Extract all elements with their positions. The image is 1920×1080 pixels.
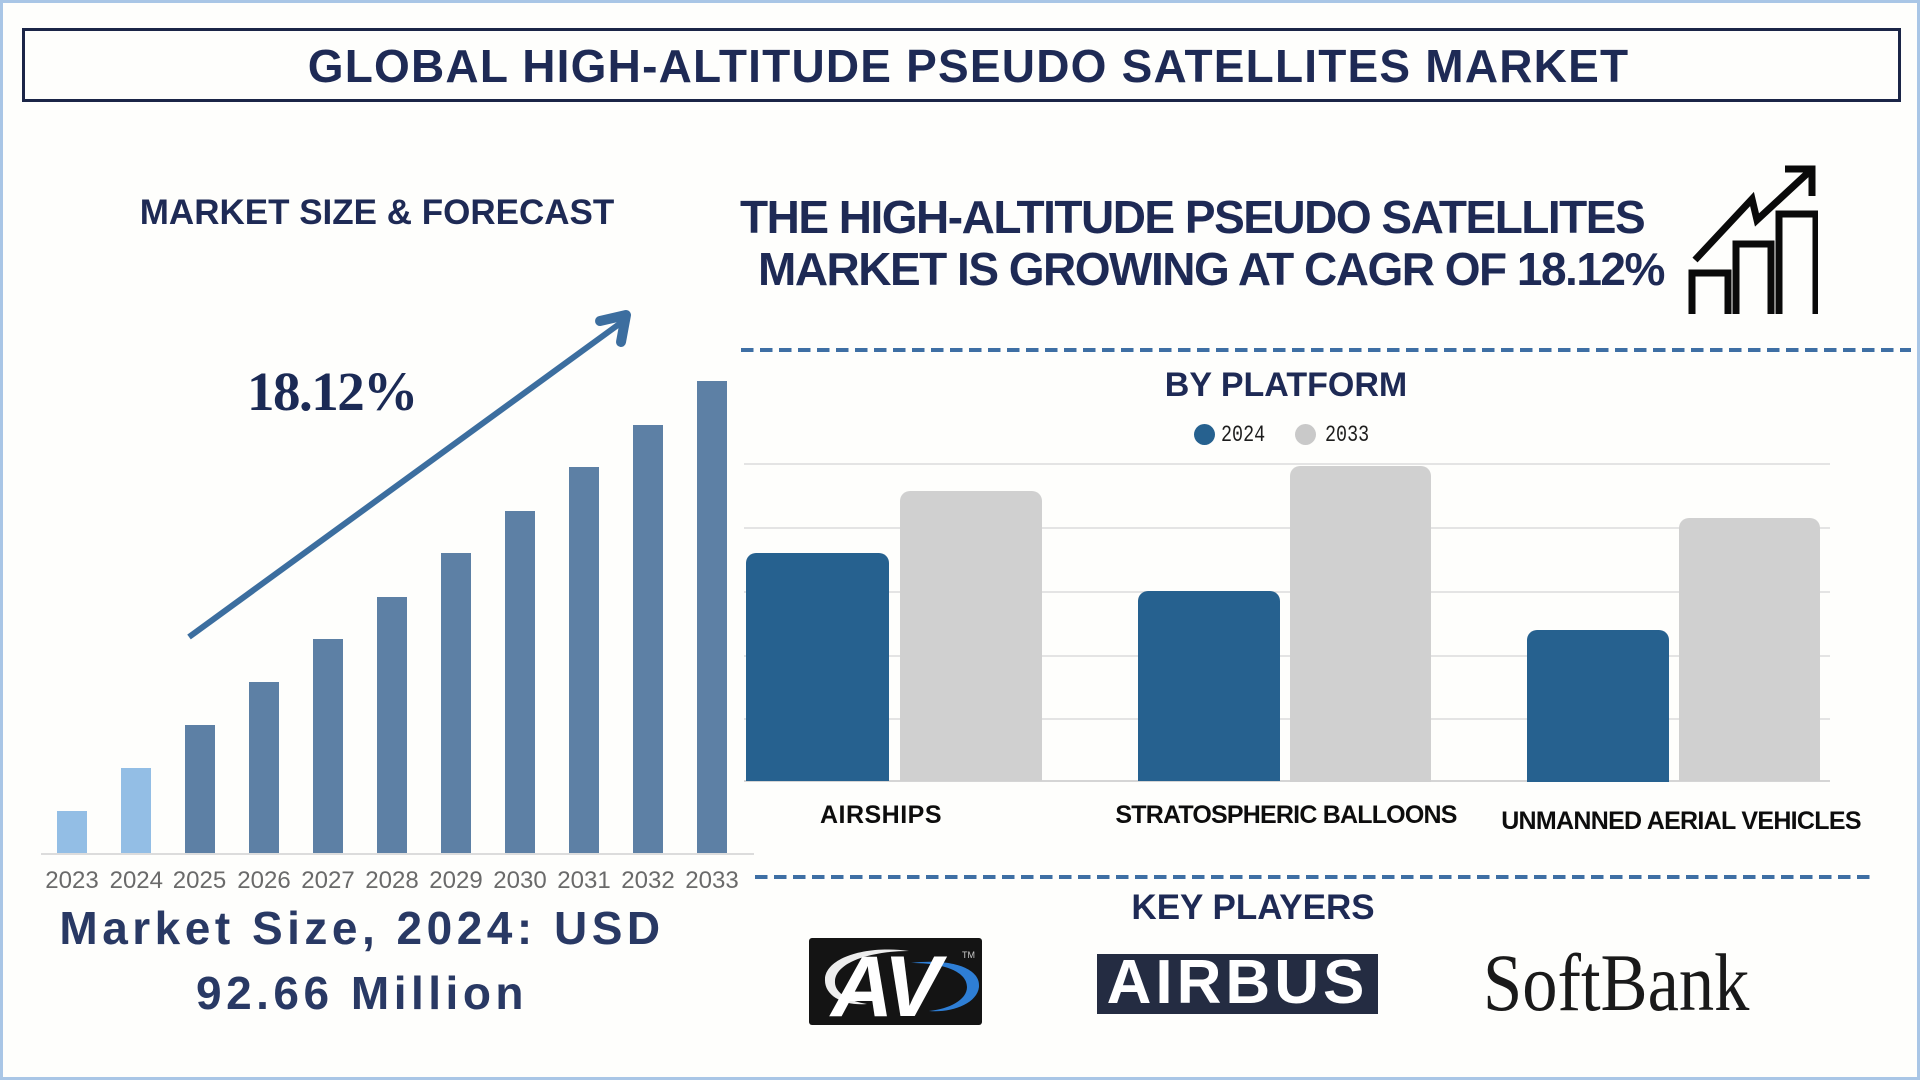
svg-text:AV: AV [829, 939, 948, 1025]
svg-text:TM: TM [962, 950, 975, 960]
